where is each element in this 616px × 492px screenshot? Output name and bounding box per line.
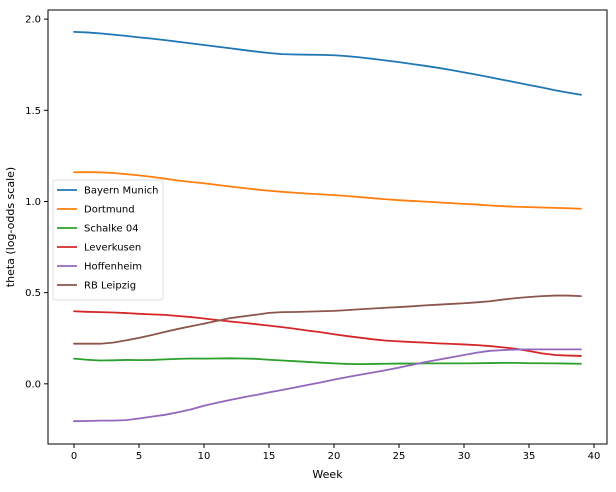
series-lines (73, 30, 582, 423)
x-tick-label: 35 (523, 451, 536, 462)
x-tick-label: 10 (198, 451, 211, 462)
x-tick-label: 25 (393, 451, 406, 462)
x-axis: 0 5 10 15 20 25 30 35 40 (71, 444, 601, 462)
y-tick-label: 0.5 (25, 288, 41, 299)
x-tick-label: 20 (328, 451, 341, 462)
x-axis-label: Week (312, 468, 343, 481)
y-axis: 0.0 0.5 1.0 1.5 2.0 (25, 15, 48, 390)
y-tick-label: 2.0 (25, 15, 41, 26)
series-line-rb-leipzig (73, 294, 582, 345)
legend: Bayern Munich Dortmund Schalke 04 Leverkuse… (52, 179, 164, 301)
series-line-schalke-04 (73, 357, 582, 366)
legend-label: Bayern Munich (84, 186, 158, 197)
x-tick-label: 30 (458, 451, 471, 462)
legend-box (52, 179, 164, 301)
series-line-hoffenheim (73, 348, 582, 423)
legend-label: RB Leipzig (84, 281, 136, 292)
series-line-bayern-munich (73, 30, 582, 96)
series-line-leverkusen (73, 310, 582, 357)
y-tick-label: 1.5 (25, 106, 41, 117)
x-tick-label: 0 (71, 451, 77, 462)
legend-label: Leverkusen (84, 243, 141, 254)
y-tick-label: 0.0 (25, 379, 41, 390)
y-axis-label: theta (log-odds scale) (4, 167, 17, 287)
y-tick-label: 1.0 (25, 197, 41, 208)
plot-frame (47, 9, 608, 445)
x-tick-label: 40 (588, 451, 601, 462)
x-tick-label: 5 (136, 451, 142, 462)
legend-label: Dortmund (84, 205, 135, 216)
series-line-dortmund (73, 171, 582, 210)
legend-label: Hoffenheim (84, 262, 142, 273)
legend-label: Schalke 04 (84, 224, 139, 235)
x-tick-label: 15 (263, 451, 276, 462)
